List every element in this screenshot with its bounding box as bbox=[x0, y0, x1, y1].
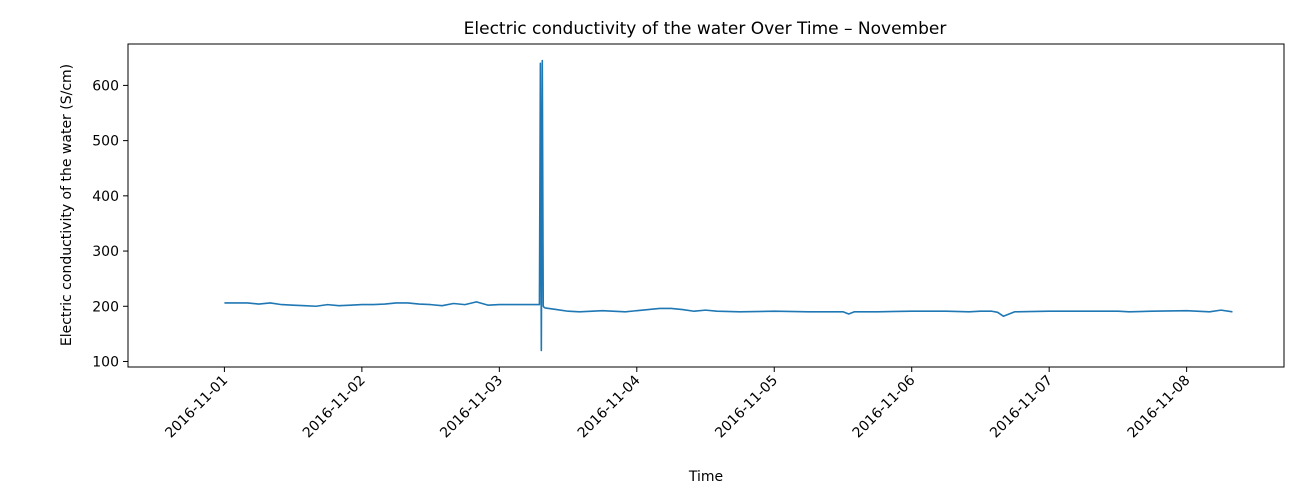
y-tick-label: 600 bbox=[92, 78, 119, 94]
y-tick-label: 500 bbox=[92, 134, 119, 150]
y-axis: 100 200 300 400 500 600 bbox=[92, 78, 128, 370]
chart-title: Electric conductivity of the water Over … bbox=[464, 19, 947, 39]
plot-area bbox=[127, 43, 1285, 368]
plot-frame bbox=[127, 43, 1285, 368]
y-tick-label: 400 bbox=[92, 189, 119, 205]
y-tick-label: 200 bbox=[92, 299, 119, 315]
y-tick-label: 100 bbox=[92, 354, 119, 370]
series-line bbox=[224, 59, 1233, 352]
y-tick-label: 300 bbox=[92, 244, 119, 260]
x-axis-label: Time bbox=[688, 469, 723, 484]
y-axis-label: Electric conductivity of the water (S/cm… bbox=[59, 64, 75, 346]
